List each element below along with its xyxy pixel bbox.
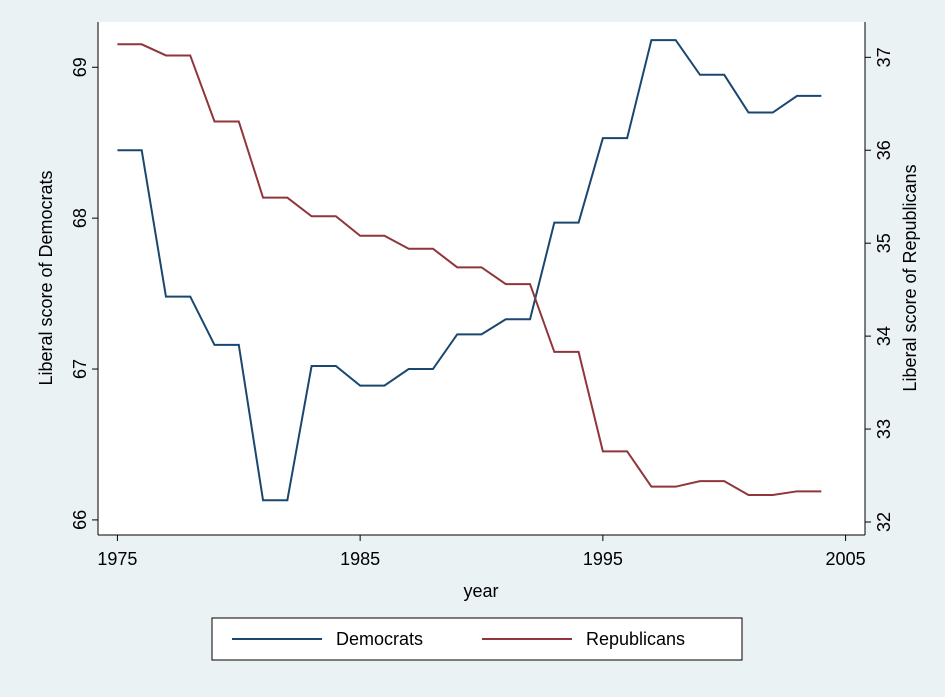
x-tick-label: 1995 — [583, 549, 623, 569]
x-axis-label: year — [463, 581, 498, 601]
legend-label: Republicans — [586, 629, 685, 649]
y-tick-label: 66 — [70, 510, 90, 530]
line-series — [117, 39, 822, 502]
y2-tick-label: 32 — [874, 512, 894, 532]
x-tick-label: 2005 — [826, 549, 866, 569]
y2-tick-label: 36 — [874, 140, 894, 160]
x-tick-label: 1985 — [340, 549, 380, 569]
y2-axis-label: Liberal score of Republicans — [900, 164, 920, 391]
legend-label: Democrats — [336, 629, 423, 649]
y2-tick-label: 34 — [874, 326, 894, 346]
y-axis-label: Liberal score of Democrats — [36, 170, 56, 385]
y2-tick-label: 35 — [874, 233, 894, 253]
y-tick-label: 68 — [70, 208, 90, 228]
line-series — [117, 43, 822, 497]
x-tick-label: 1975 — [97, 549, 137, 569]
y-tick-label: 69 — [70, 57, 90, 77]
y-tick-label: 67 — [70, 359, 90, 379]
y2-tick-label: 33 — [874, 419, 894, 439]
y2-tick-label: 37 — [874, 47, 894, 67]
plot-area — [98, 22, 865, 535]
